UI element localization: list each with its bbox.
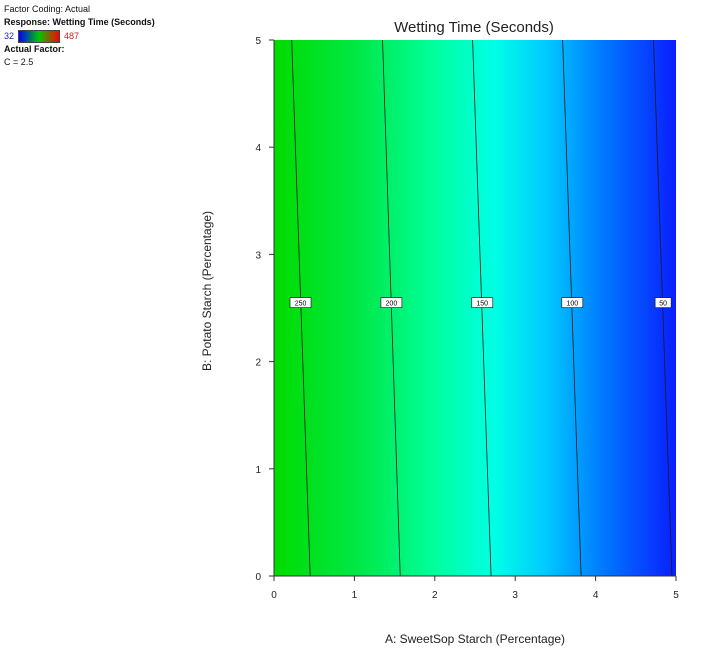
actual-factor-value: C = 2.5: [4, 57, 34, 67]
contour-label-200: 200: [386, 301, 398, 308]
contour-line-150: [472, 39, 492, 577]
y-tick-label: 1: [255, 465, 261, 476]
contour-label-box-200: [380, 297, 403, 308]
x-tick-label: 1: [352, 590, 358, 601]
contour-label-box-250: [289, 297, 312, 308]
x-tick-label: 5: [673, 590, 679, 601]
x-tick-label: 3: [512, 590, 518, 601]
contour-line-50: [653, 39, 673, 577]
contour-label-box-150: [471, 297, 494, 308]
contour-label-box-100: [561, 297, 584, 308]
factor-coding-text: Factor Coding: Actual: [4, 4, 91, 14]
x-axis-label: A: SweetSop Starch (Percentage): [385, 632, 565, 646]
color-scale: 32 487: [4, 29, 194, 43]
actual-factor-heading: Actual Factor:: [4, 44, 65, 54]
y-tick-label: 3: [255, 250, 261, 261]
chart-title: Wetting Time (Seconds): [394, 19, 554, 36]
x-tick-label: 4: [593, 590, 599, 601]
contour-line-100: [562, 39, 582, 577]
legend-panel: Factor Coding: Actual Response: Wetting …: [4, 3, 194, 69]
y-tick-label: 5: [255, 36, 261, 47]
x-tick-label: 2: [432, 590, 438, 601]
contour-label-250: 250: [295, 301, 307, 308]
contour-label-50: 50: [659, 301, 667, 308]
color-scale-bar: [18, 29, 61, 43]
plot-area: [274, 40, 676, 576]
y-axis-label: B: Potato Starch (Percentage): [200, 211, 214, 371]
color-scale-max: 487: [64, 30, 80, 41]
y-tick-label: 4: [255, 143, 261, 154]
color-scale-min: 32: [4, 30, 15, 41]
contour-label-box-50: [654, 297, 672, 308]
contour-line-200: [382, 39, 401, 577]
x-tick-label: 0: [271, 590, 277, 601]
contour-label-150: 150: [476, 301, 488, 308]
contour-label-100: 100: [566, 301, 578, 308]
y-tick-label: 0: [255, 572, 261, 583]
contour-line-250: [291, 39, 311, 577]
response-label: Response: Wetting Time (Seconds): [4, 17, 155, 27]
y-tick-label: 2: [255, 358, 261, 369]
